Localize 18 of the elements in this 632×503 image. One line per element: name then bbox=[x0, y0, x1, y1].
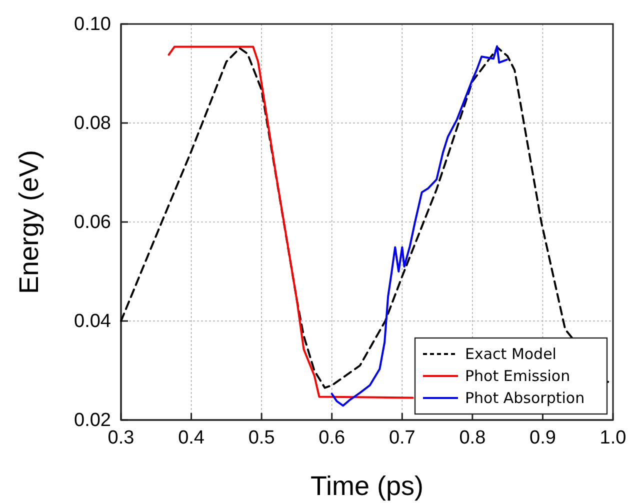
y-axis-title: Energy (eV) bbox=[14, 150, 44, 294]
legend-label: Exact Model bbox=[465, 345, 556, 363]
x-tick-label: 0.8 bbox=[459, 427, 486, 448]
y-tick-label: 0.04 bbox=[74, 311, 112, 332]
legend-label: Phot Absorption bbox=[465, 389, 585, 407]
x-tick-label: 1.0 bbox=[600, 427, 626, 448]
x-tick-label: 0.5 bbox=[248, 427, 275, 448]
legend-label: Phot Emission bbox=[465, 367, 570, 385]
line-series bbox=[120, 46, 610, 389]
line-series bbox=[168, 46, 414, 399]
x-axis-title: Time (ps) bbox=[310, 471, 424, 501]
x-tick-label: 0.9 bbox=[530, 427, 556, 448]
y-tick-label: 0.10 bbox=[74, 14, 111, 36]
x-tick-label: 0.6 bbox=[318, 427, 346, 448]
x-tick-label: 0.4 bbox=[178, 427, 205, 448]
y-tick-label: 0.06 bbox=[74, 212, 111, 234]
y-tick-label: 0.08 bbox=[74, 113, 111, 134]
x-tick-label: 0.7 bbox=[388, 427, 416, 448]
